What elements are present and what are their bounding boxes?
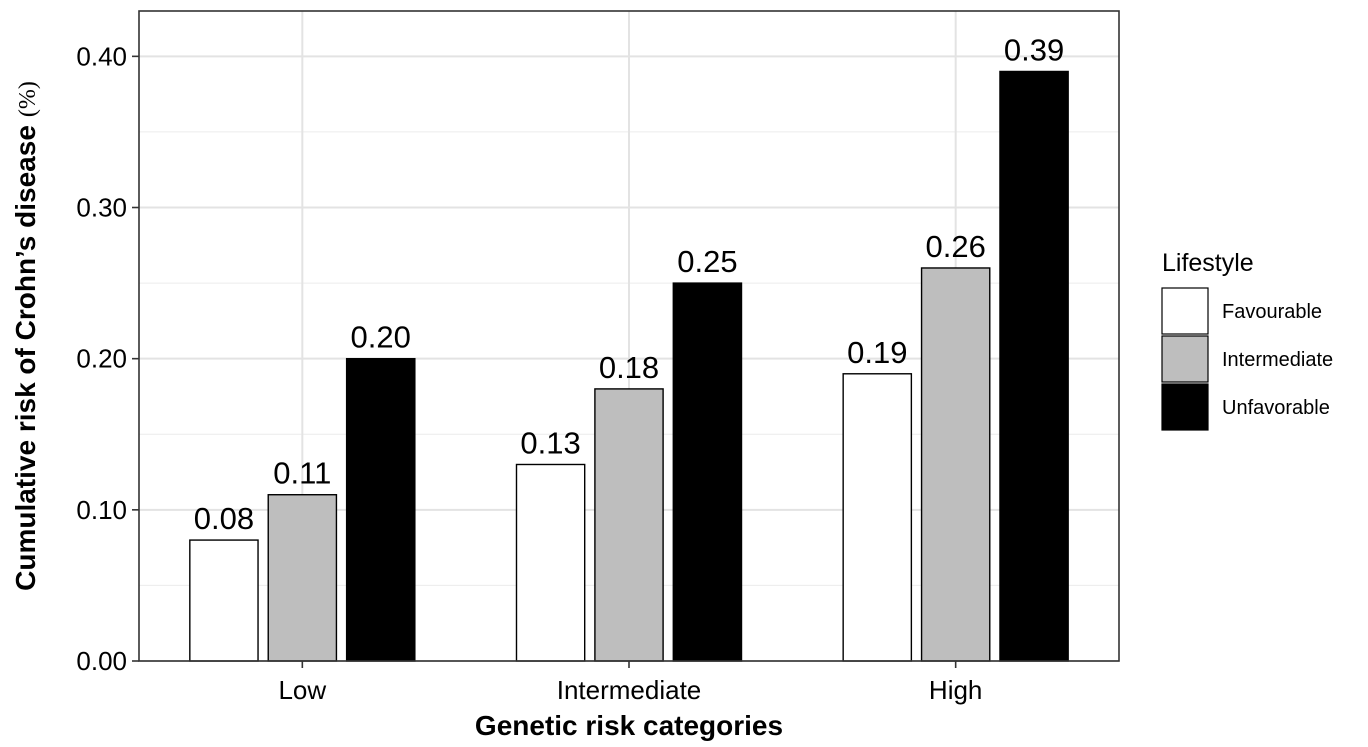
data-label: 0.11 [273,456,331,491]
x-tick-label: Low [278,675,326,705]
y-tick-label: 0.10 [76,495,127,525]
bar-unfavorable-low [345,357,416,662]
legend-label: Unfavorable [1222,397,1330,419]
legend-label: Favourable [1222,301,1322,323]
y-axis-title-main: Cumulative risk of Crohn’s disease [10,125,41,591]
y-tick-label: 0.30 [76,193,127,223]
x-axis-title: Genetic risk categories [475,710,783,741]
data-label: 0.13 [520,425,580,460]
data-labels: 0.08 0.11 0.20 0.13 0.18 0.25 0.19 0.26 0.39 [194,32,1064,536]
data-label: 0.39 [1004,32,1064,67]
bar-intermediate-low [267,494,338,662]
bar-intermediate-high [920,267,991,662]
x-tick-label: Intermediate [557,675,702,705]
bars [189,70,1069,662]
y-axis-title-unit: (%) [15,81,41,117]
bar-unfavorable-high [999,70,1069,662]
bar-unfavorable-intermediate [672,282,743,662]
axis-ticks: 0.00 0.10 0.20 0.30 0.40 Low Intermediate High [76,41,982,705]
bar-favourable-low [189,539,259,662]
data-label: 0.25 [677,244,737,279]
legend: Lifestyle Favourable Intermediate Unfavora… [1161,249,1333,431]
bar-intermediate-intermediate [594,388,664,662]
legend-key-unfavorable [1161,383,1209,431]
data-label: 0.18 [599,350,659,385]
x-tick-label: High [929,675,982,705]
data-label: 0.19 [847,335,907,370]
bar-favourable-high [842,373,913,662]
legend-title: Lifestyle [1162,249,1254,277]
data-label: 0.20 [351,320,411,355]
y-tick-label: 0.00 [76,646,127,676]
data-label: 0.26 [925,229,985,264]
y-tick-label: 0.40 [76,41,127,71]
legend-key-intermediate [1161,335,1209,383]
legend-key-favourable [1161,287,1209,335]
bar-favourable-intermediate [515,463,586,662]
data-label: 0.08 [194,501,254,536]
y-axis-title: Cumulative risk of Crohn’s disease (%) [10,81,41,591]
y-tick-label: 0.20 [76,344,127,374]
legend-label: Intermediate [1222,349,1333,371]
